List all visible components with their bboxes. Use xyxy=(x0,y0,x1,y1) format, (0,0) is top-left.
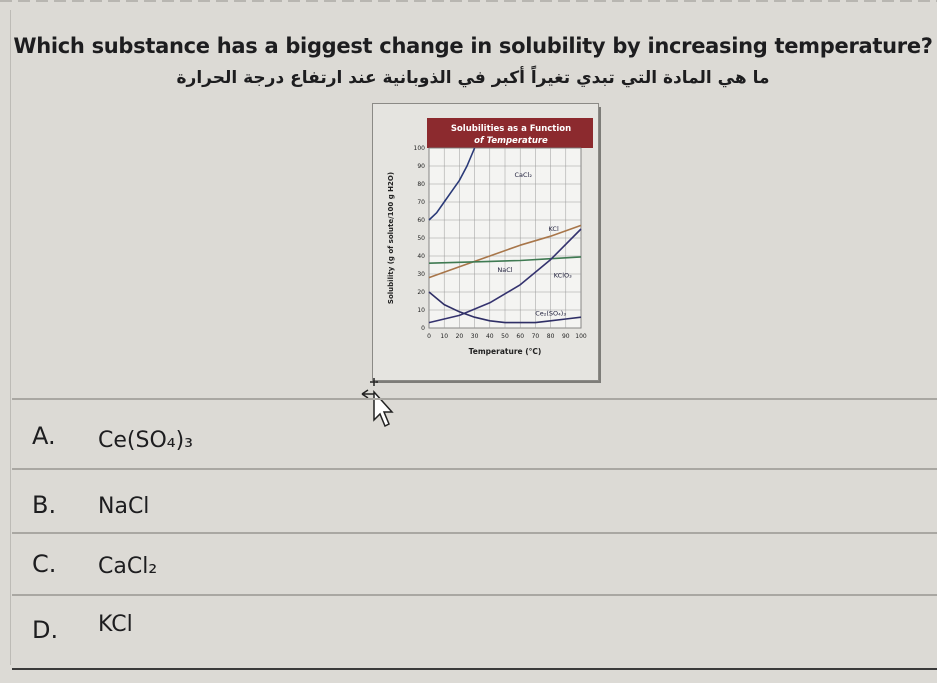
x-tick-label: 70 xyxy=(532,333,540,340)
x-tick-label: 20 xyxy=(456,333,464,340)
option-d[interactable]: D. KCl xyxy=(12,594,937,656)
question-title: Which substance has a biggest change in … xyxy=(13,34,933,58)
series-line-nacl xyxy=(428,256,582,264)
x-tick-label: 0 xyxy=(427,333,431,340)
option-d-letter: D. xyxy=(32,616,59,644)
chart-svg: Solubilities as a Function of Temperature… xyxy=(387,118,593,356)
y-tick-label: 30 xyxy=(417,271,425,278)
option-c-letter: C. xyxy=(32,550,57,578)
y-tick-label: 100 xyxy=(414,145,426,152)
series-label-nacl: NaCl xyxy=(497,266,512,274)
x-tick-label: 30 xyxy=(471,333,479,340)
y-axis-label: Solubility (g of solute/100 g H2O) xyxy=(387,172,395,304)
y-tick-label: 20 xyxy=(417,289,425,296)
left-margin-rule xyxy=(10,10,11,665)
option-c[interactable]: C. CaCl₂ xyxy=(12,532,937,594)
y-tick-label: 0 xyxy=(421,325,425,332)
y-tick-label: 50 xyxy=(417,235,425,242)
x-axis-label: Temperature (°C) xyxy=(469,347,542,356)
page-top-border xyxy=(0,0,937,2)
solubility-chart: Solubilities as a Function of Temperature… xyxy=(373,104,598,380)
y-tick-label: 10 xyxy=(417,307,425,314)
y-tick-label: 70 xyxy=(417,199,425,206)
option-b-text: NaCl xyxy=(98,494,150,519)
option-a-text: Ce(SO₄)₃ xyxy=(98,428,193,453)
option-a-letter: A. xyxy=(32,422,56,450)
x-tick-label: 10 xyxy=(440,333,448,340)
series-line-ce2so43 xyxy=(428,291,582,324)
x-tick-label: 40 xyxy=(486,333,494,340)
question-arabic: ما هي المادة التي تبدي تغيراً أكبر في ال… xyxy=(176,68,770,88)
series-label-kcl: KCl xyxy=(549,225,559,233)
option-b[interactable]: B. NaCl xyxy=(12,468,937,530)
y-tick-label: 40 xyxy=(417,253,425,260)
bottom-rule xyxy=(12,668,937,670)
question-panel: Which substance has a biggest change in … xyxy=(12,16,934,394)
chart-title-band xyxy=(427,118,593,148)
series-line-kclo3 xyxy=(428,228,582,324)
series-label-kclo3: KClO₃ xyxy=(554,272,572,280)
y-tick-label: 80 xyxy=(417,181,425,188)
x-tick-label: 100 xyxy=(575,333,587,340)
option-b-letter: B. xyxy=(32,491,57,519)
option-d-text: KCl xyxy=(98,612,133,637)
series-label-cacl2: CaCl₂ xyxy=(514,171,532,179)
series-line-kcl xyxy=(428,224,582,279)
mouse-cursor-icon xyxy=(361,378,394,428)
x-tick-label: 90 xyxy=(562,333,570,340)
y-tick-label: 90 xyxy=(417,163,425,170)
series-label-ce2so43: Ce₂(SO₄)₃ xyxy=(535,309,566,317)
chart-title-line-2: of Temperature xyxy=(474,136,548,146)
x-tick-label: 80 xyxy=(547,333,555,340)
option-a[interactable]: A. Ce(SO₄)₃ xyxy=(12,398,937,460)
x-tick-label: 60 xyxy=(516,333,524,340)
series-line-cacl2 xyxy=(428,147,476,221)
option-c-text: CaCl₂ xyxy=(98,554,158,579)
y-tick-label: 60 xyxy=(417,217,425,224)
chart-title-line-1: Solubilities as a Function xyxy=(451,124,571,134)
x-tick-label: 50 xyxy=(501,333,509,340)
